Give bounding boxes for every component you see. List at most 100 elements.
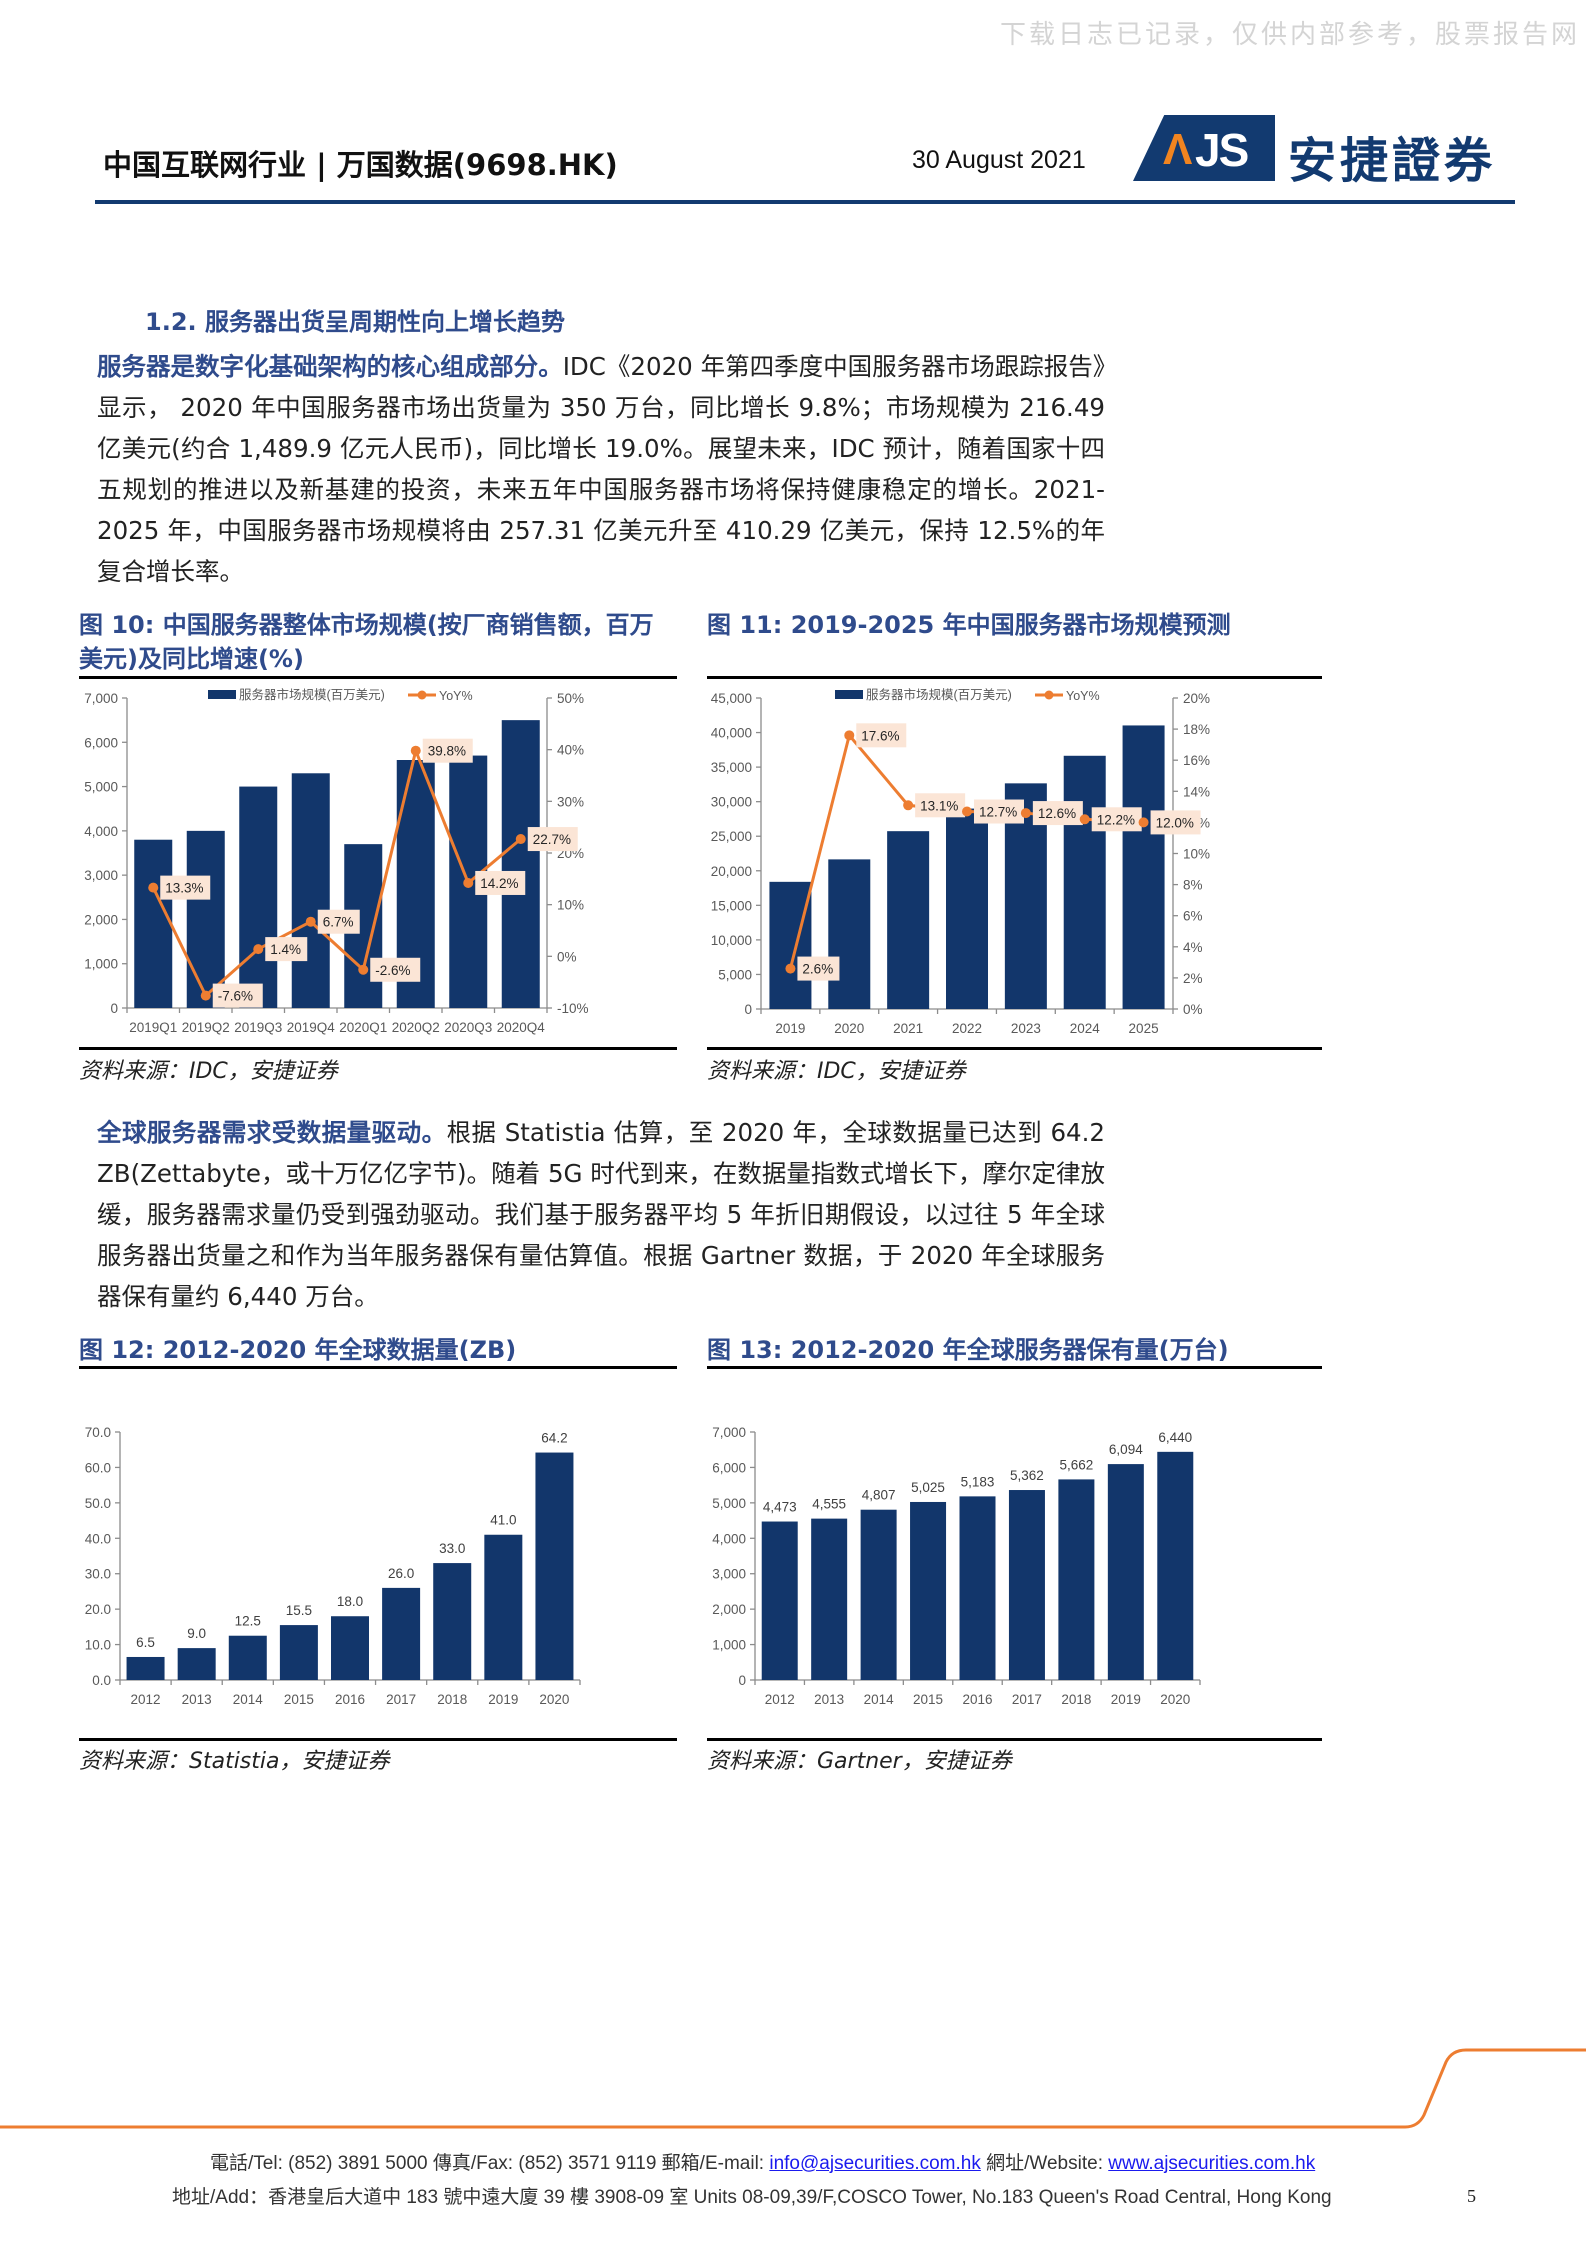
figure-13-chart: 0 1,000 2,000 3,000 4,000 5,000 6,000 7,000 2012… xyxy=(712,1425,1201,1707)
figure-10: 图 10: 中国服务器整体市场规模(按厂商销售额，百万美元)及同比增速(%) xyxy=(79,608,677,676)
svg-text:0: 0 xyxy=(738,1673,746,1688)
svg-text:12.6%: 12.6% xyxy=(1038,806,1076,821)
svg-text:3,000: 3,000 xyxy=(712,1567,746,1582)
svg-text:0.0: 0.0 xyxy=(92,1673,111,1688)
svg-text:12.0%: 12.0% xyxy=(1156,815,1194,830)
svg-text:10,000: 10,000 xyxy=(711,933,752,948)
svg-text:22.7%: 22.7% xyxy=(533,832,571,847)
svg-text:2,000: 2,000 xyxy=(712,1602,746,1617)
svg-text:2,000: 2,000 xyxy=(84,912,118,927)
svg-text:2015: 2015 xyxy=(913,1692,943,1707)
report-date: 30 August 2021 xyxy=(912,146,1086,174)
logo-js-text: JS xyxy=(1195,124,1249,176)
svg-text:2019Q3: 2019Q3 xyxy=(234,1020,282,1035)
svg-text:2013: 2013 xyxy=(182,1692,212,1707)
footer-address: 地址/Add：香港皇后大道中 183 號中遠大廈 39 樓 3908-09 室 … xyxy=(172,2187,1332,2208)
svg-text:2024: 2024 xyxy=(1070,1021,1101,1036)
paragraph-lead: 全球服务器需求受数据量驱动。 xyxy=(97,1118,447,1147)
svg-text:30%: 30% xyxy=(557,794,584,809)
paragraph-body: 根据 Statistia 估算，至 2020 年，全球数据量已达到 64.2 Z… xyxy=(97,1118,1106,1311)
footer-contact-text: 電話/Tel: (852) 3891 5000 傳真/Fax: (852) 35… xyxy=(210,2153,770,2174)
logo-a-glyph: Λ xyxy=(1163,125,1193,174)
svg-text:4,807: 4,807 xyxy=(862,1488,896,1503)
svg-text:10.0: 10.0 xyxy=(85,1638,111,1653)
svg-text:6.5: 6.5 xyxy=(136,1635,155,1650)
svg-text:18.0: 18.0 xyxy=(337,1594,363,1609)
figure-11-chart: 0 5,000 10,000 15,000 20,000 25,000 30,000 35,0… xyxy=(711,687,1210,1036)
svg-text:4,473: 4,473 xyxy=(763,1500,797,1515)
svg-text:40,000: 40,000 xyxy=(711,726,752,741)
logo-company-name: 安捷證券 xyxy=(1288,133,1497,189)
figure-11-top-rule xyxy=(707,676,1322,679)
svg-text:2021: 2021 xyxy=(893,1021,923,1036)
svg-text:2020: 2020 xyxy=(539,1692,569,1707)
svg-text:2012: 2012 xyxy=(765,1692,795,1707)
figure-12-bottom-rule xyxy=(79,1738,677,1741)
svg-text:2022: 2022 xyxy=(952,1021,982,1036)
svg-text:50%: 50% xyxy=(557,691,584,706)
header-divider xyxy=(95,200,1515,204)
figure-10-source: 资料来源：IDC，安捷证券 xyxy=(79,1059,338,1084)
figure-10-top-rule xyxy=(79,676,677,679)
svg-text:5,000: 5,000 xyxy=(712,1496,746,1511)
svg-text:3,000: 3,000 xyxy=(84,868,118,883)
svg-text:2025: 2025 xyxy=(1129,1021,1159,1036)
svg-text:0%: 0% xyxy=(1183,1002,1203,1017)
svg-text:2012: 2012 xyxy=(131,1692,161,1707)
svg-text:5,183: 5,183 xyxy=(961,1474,995,1489)
svg-text:0: 0 xyxy=(110,1001,118,1016)
svg-text:9.0: 9.0 xyxy=(187,1626,206,1641)
svg-text:服务器市场规模(百万美元): 服务器市场规模(百万美元) xyxy=(866,687,1012,702)
svg-text:2020Q2: 2020Q2 xyxy=(392,1020,440,1035)
svg-text:4,000: 4,000 xyxy=(712,1531,746,1546)
svg-text:15,000: 15,000 xyxy=(711,898,752,913)
svg-text:7,000: 7,000 xyxy=(712,1425,746,1440)
svg-text:6,000: 6,000 xyxy=(712,1460,746,1475)
svg-text:70.0: 70.0 xyxy=(85,1425,111,1440)
svg-text:2014: 2014 xyxy=(864,1692,895,1707)
svg-text:2020Q1: 2020Q1 xyxy=(339,1020,387,1035)
page-number: 5 xyxy=(1467,2186,1476,2206)
svg-text:1,000: 1,000 xyxy=(84,957,118,972)
svg-text:14%: 14% xyxy=(1183,784,1210,799)
svg-text:2020Q3: 2020Q3 xyxy=(444,1020,492,1035)
figure-12: 图 12: 2012-2020 年全球数据量(ZB) xyxy=(79,1333,677,1367)
svg-text:-10%: -10% xyxy=(557,1001,589,1016)
watermark-text: 下载日志已记录，仅供内部参考，股票报告网 xyxy=(999,20,1580,50)
footer-website-link[interactable]: www.ajsecurities.com.hk xyxy=(1108,2153,1316,2174)
svg-text:33.0: 33.0 xyxy=(439,1541,465,1556)
report-header-title: 中国互联网行业 | 万国数据(9698.HK) xyxy=(103,148,618,182)
svg-text:40.0: 40.0 xyxy=(85,1531,111,1546)
svg-text:14.2%: 14.2% xyxy=(480,876,518,891)
figure-13-source: 资料来源：Gartner，安捷证券 xyxy=(707,1749,1012,1774)
svg-text:2019Q4: 2019Q4 xyxy=(287,1020,336,1035)
footer-email-link[interactable]: info@ajsecurities.com.hk xyxy=(769,2153,981,2174)
svg-text:30.0: 30.0 xyxy=(85,1567,111,1582)
figure-11-bottom-rule xyxy=(707,1047,1322,1050)
svg-text:YoY%: YoY% xyxy=(439,689,473,703)
figure-10-bottom-rule xyxy=(79,1047,677,1050)
svg-text:2019Q1: 2019Q1 xyxy=(129,1020,177,1035)
svg-text:12.2%: 12.2% xyxy=(1097,812,1135,827)
svg-text:35,000: 35,000 xyxy=(711,760,752,775)
svg-text:0%: 0% xyxy=(557,949,577,964)
svg-text:45,000: 45,000 xyxy=(711,691,752,706)
svg-text:60.0: 60.0 xyxy=(85,1460,111,1475)
svg-text:2019: 2019 xyxy=(775,1021,805,1036)
svg-text:5,025: 5,025 xyxy=(911,1480,945,1495)
paragraph-china-server-market: 服务器是数字化基础架构的核心组成部分。IDC《2020 年第四季度中国服务器市场… xyxy=(97,346,1105,592)
svg-text:26.0: 26.0 xyxy=(388,1566,414,1581)
svg-text:10%: 10% xyxy=(557,898,584,913)
svg-text:30,000: 30,000 xyxy=(711,795,752,810)
svg-text:2018: 2018 xyxy=(437,1692,467,1707)
svg-text:6,000: 6,000 xyxy=(84,735,118,750)
footer-website-label: 網址/Website: xyxy=(980,2153,1109,2174)
svg-text:2023: 2023 xyxy=(1011,1021,1041,1036)
svg-text:6%: 6% xyxy=(1183,909,1203,924)
svg-text:2016: 2016 xyxy=(335,1692,365,1707)
svg-text:5,362: 5,362 xyxy=(1010,1468,1044,1483)
svg-text:服务器市场规模(百万美元): 服务器市场规模(百万美元) xyxy=(239,687,385,702)
svg-text:7,000: 7,000 xyxy=(84,691,118,706)
svg-text:2.6%: 2.6% xyxy=(802,962,833,977)
footer-accent-line xyxy=(0,2048,1586,2129)
